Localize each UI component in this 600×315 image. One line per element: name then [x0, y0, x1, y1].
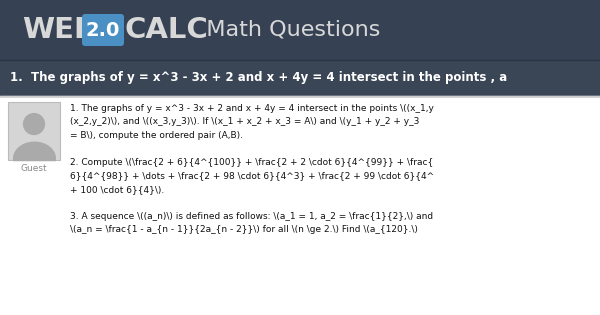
Text: 1.  The graphs of y = x^3 - 3x + 2 and x + 4y = 4 intersect in the points , a: 1. The graphs of y = x^3 - 3x + 2 and x …: [10, 72, 507, 84]
Text: 6}{4^{98}} + \dots + \frac{2 + 98 \cdot 6}{4^3} + \frac{2 + 99 \cdot 6}{4^: 6}{4^{98}} + \dots + \frac{2 + 98 \cdot …: [70, 171, 434, 180]
Bar: [0, 60, 600, 96]
Text: 2.0: 2.0: [86, 20, 120, 39]
Text: Math Questions: Math Questions: [185, 20, 380, 40]
Circle shape: [23, 114, 44, 135]
Text: 1. The graphs of y = x^3 - 3x + 2 and x + 4y = 4 intersect in the points \((x_1,: 1. The graphs of y = x^3 - 3x + 2 and x …: [70, 104, 434, 113]
Text: 2. Compute \(\frac{2 + 6}{4^{100}} + \frac{2 + 2 \cdot 6}{4^{99}} + \frac{: 2. Compute \(\frac{2 + 6}{4^{100}} + \fr…: [70, 158, 433, 167]
Bar: [8, 102, 60, 160]
Text: + 100 \cdot 6}{4}\).: + 100 \cdot 6}{4}\).: [70, 185, 164, 194]
Text: CALC: CALC: [125, 16, 209, 44]
FancyBboxPatch shape: [82, 14, 124, 46]
Text: \(a_n = \frac{1 - a_{n - 1}}{2a_{n - 2}}\) for all \(n \ge 2.\) Find \(a_{120}.\: \(a_n = \frac{1 - a_{n - 1}}{2a_{n - 2}}…: [70, 226, 418, 234]
Text: = B\), compute the ordered pair (A,B).: = B\), compute the ordered pair (A,B).: [70, 131, 243, 140]
Text: WEB: WEB: [22, 16, 96, 44]
Text: Guest: Guest: [20, 164, 47, 173]
Text: 3. A sequence \((a_n)\) is defined as follows: \(a_1 = 1, a_2 = \frac{1}{2},\) a: 3. A sequence \((a_n)\) is defined as fo…: [70, 212, 433, 221]
Bar: [0, 96, 600, 315]
Text: (x_2,y_2)\), and \((x_3,y_3)\). If \(x_1 + x_2 + x_3 = A\) and \(y_1 + y_2 + y_3: (x_2,y_2)\), and \((x_3,y_3)\). If \(x_1…: [70, 117, 419, 127]
Bar: [0, 0, 600, 60]
